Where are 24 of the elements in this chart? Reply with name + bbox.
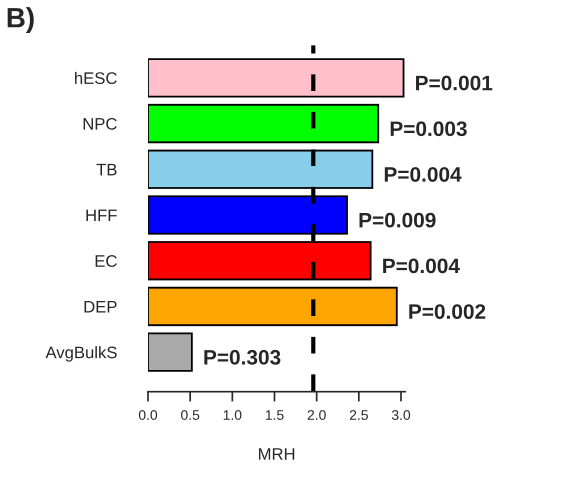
x-axis-title: MRH bbox=[259, 448, 294, 460]
y-tick-label: EC bbox=[96, 255, 117, 267]
x-tick-label: 3.0 bbox=[392, 410, 410, 420]
annotation: P=0.003 bbox=[390, 121, 467, 136]
y-tick-label: NPC bbox=[84, 118, 117, 130]
x-tick-label: 2.5 bbox=[350, 410, 368, 420]
annotation: P=0.009 bbox=[360, 212, 436, 228]
y-tick-label: AvgBulkS bbox=[46, 346, 117, 362]
y-tick-label: hESC bbox=[75, 72, 117, 84]
x-tick-label: 1.0 bbox=[224, 410, 242, 420]
annotation: P=0.002 bbox=[409, 304, 486, 319]
chart-title: B) bbox=[8, 7, 34, 34]
bar bbox=[148, 332, 193, 372]
annotation: P=0.303 bbox=[204, 350, 280, 365]
annotation: P=0.004 bbox=[383, 258, 460, 274]
annotation: P=0.001 bbox=[416, 76, 492, 90]
y-tick-label: TB bbox=[96, 164, 117, 176]
x-tick-label: 1.5 bbox=[266, 410, 284, 420]
y-tick-label: DEP bbox=[84, 301, 117, 312]
annotation: P=0.004 bbox=[384, 167, 462, 182]
x-tick-label: 0.0 bbox=[138, 410, 158, 420]
x-tick-label: 2.0 bbox=[308, 410, 326, 420]
y-tick-label: HFF bbox=[86, 210, 117, 222]
x-tick-label: 0.5 bbox=[181, 410, 200, 420]
